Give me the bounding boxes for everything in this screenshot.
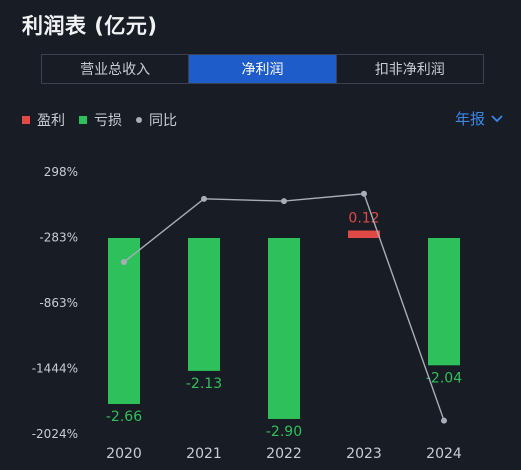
legend-profit-label: 盈利: [37, 113, 65, 129]
yoy-point: [361, 190, 367, 197]
period-selector[interactable]: 年报: [455, 108, 503, 129]
legend-profit: 盈利: [22, 110, 65, 130]
tab-revenue[interactable]: 营业总收入: [42, 55, 190, 83]
bar-value-label: -2.90: [266, 424, 302, 440]
x-axis-tick-label: 2021: [186, 446, 222, 462]
y-axis-tick-label: -863%: [39, 296, 78, 310]
yoy-point: [201, 195, 207, 202]
bar: [428, 238, 460, 366]
chevron-down-icon: [491, 114, 503, 122]
legend-yoy: 同比: [136, 110, 177, 130]
y-axis-tick-label: -1444%: [32, 362, 78, 376]
yoy-point: [121, 259, 127, 266]
period-selector-label: 年报: [454, 110, 485, 128]
x-axis-tick-label: 2023: [346, 446, 382, 462]
yoy-point: [281, 198, 287, 205]
bar-value-label: -2.13: [186, 376, 222, 392]
y-axis-tick-label: -283%: [39, 231, 78, 245]
tab-deducted-net-profit[interactable]: 扣非净利润: [374, 62, 445, 78]
legend-loss: 亏损: [79, 110, 122, 130]
y-axis-tick-label: 298%: [44, 165, 78, 179]
legend-loss-swatch: [79, 116, 87, 124]
bar-value-label: -2.04: [426, 370, 462, 386]
bar: [108, 238, 140, 404]
y-axis-tick-label: -2024%: [32, 427, 78, 441]
bar-value-label: -2.66: [106, 409, 142, 425]
page-title: 利润表 (亿元): [22, 14, 158, 38]
legend-yoy-dot: [136, 117, 142, 123]
x-axis-tick-label: 2020: [106, 446, 142, 462]
legend-yoy-label: 同比: [149, 113, 177, 129]
tab-bar: 营业总收入 净利润 扣非净利润: [41, 54, 484, 84]
legend-loss-label: 亏损: [94, 113, 122, 129]
x-axis-tick-label: 2022: [266, 446, 302, 462]
bar: [348, 230, 380, 238]
chart-legend: 盈利 亏损 同比: [22, 110, 191, 130]
bar: [188, 238, 220, 371]
tab-net-profit[interactable]: 净利润: [189, 55, 337, 83]
bar: [268, 238, 300, 419]
legend-profit-swatch: [22, 116, 30, 124]
yoy-point: [441, 417, 447, 424]
x-axis-tick-label: 2024: [426, 446, 462, 462]
